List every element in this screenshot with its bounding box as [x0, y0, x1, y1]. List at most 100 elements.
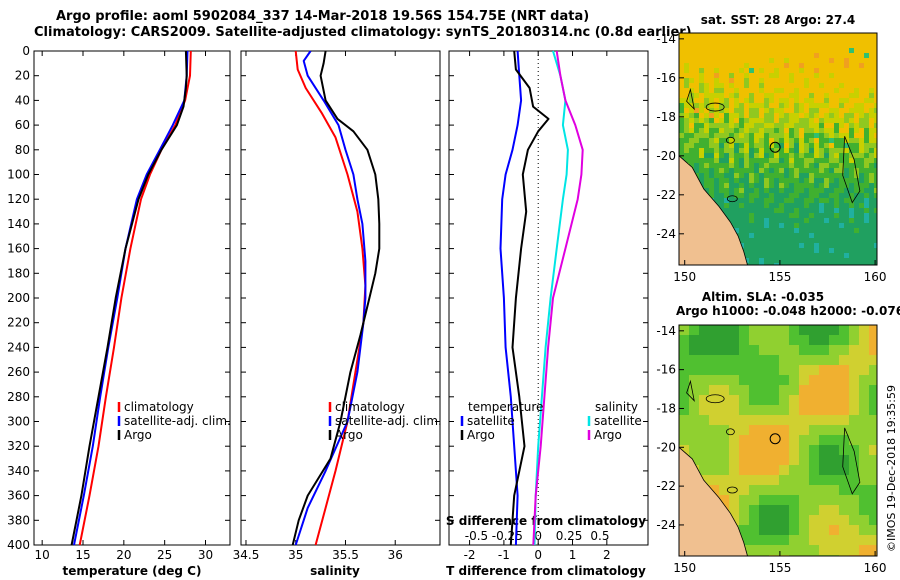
- map-cell: [739, 385, 749, 395]
- map-cell: [734, 213, 739, 218]
- map-cell: [754, 128, 759, 133]
- map-cell: [839, 113, 844, 118]
- map-cell: [709, 375, 719, 385]
- map-cell: [774, 48, 779, 53]
- map-cell: [829, 63, 834, 68]
- map-cell: [739, 365, 749, 375]
- map-cell: [849, 73, 854, 78]
- map-cell: [689, 158, 694, 163]
- map-cell: [754, 78, 759, 83]
- map-cell: [754, 253, 759, 258]
- salinity-series-climatology: [294, 50, 367, 546]
- map-cell: [744, 238, 749, 243]
- map-cell: [859, 263, 864, 265]
- map-cell: [794, 188, 799, 193]
- map-cell: [854, 63, 859, 68]
- map-cell: [829, 475, 839, 485]
- map-cell: [779, 38, 784, 43]
- map-cell: [844, 43, 849, 48]
- map-cell: [864, 203, 869, 208]
- map-cell: [754, 258, 759, 263]
- map-cell: [779, 213, 784, 218]
- map-cell: [839, 355, 849, 365]
- map-cell: [794, 218, 799, 223]
- map-cell: [799, 238, 804, 243]
- map-cell: [784, 138, 789, 143]
- map-cell: [759, 243, 764, 248]
- map-cell: [749, 33, 754, 38]
- map-cell: [789, 415, 799, 425]
- map-cell: [779, 218, 784, 223]
- map-cell: [779, 545, 789, 555]
- map-cell: [749, 178, 754, 183]
- map-cell: [849, 33, 854, 38]
- map-cell: [854, 153, 859, 158]
- map-cell: [734, 223, 739, 228]
- map-cell: [859, 435, 869, 445]
- map-cell: [809, 208, 814, 213]
- map-cell: [739, 88, 744, 93]
- map-cell: [844, 203, 849, 208]
- map-cell: [699, 113, 704, 118]
- map-cell: [784, 128, 789, 133]
- map-cell: [704, 118, 709, 123]
- map-cell: [714, 113, 719, 118]
- map-cell: [739, 325, 749, 335]
- map-cell: [804, 258, 809, 263]
- map-cell: [794, 143, 799, 148]
- map-cell: [809, 455, 819, 465]
- map-cell: [819, 78, 824, 83]
- map-cell: [814, 143, 819, 148]
- map-cell: [684, 128, 689, 133]
- map-cell: [749, 78, 754, 83]
- sdiff-xlabel: S difference from climatology: [446, 514, 646, 528]
- depth-tick-label: 220: [7, 316, 30, 330]
- map-cell: [839, 163, 844, 168]
- map-cell: [689, 435, 699, 445]
- map-cell: [789, 178, 794, 183]
- map-cell: [774, 148, 779, 153]
- map-cell: [784, 193, 789, 198]
- map-cell: [724, 103, 729, 108]
- map-cell: [784, 93, 789, 98]
- map-cell: [769, 258, 774, 263]
- map-cell: [789, 385, 799, 395]
- map-cell: [809, 395, 819, 405]
- map-cell: [809, 133, 814, 138]
- map-cell: [864, 68, 869, 73]
- map-cell: [729, 108, 734, 113]
- map-cell: [869, 415, 877, 425]
- map-cell: [689, 133, 694, 138]
- map-cell: [824, 38, 829, 43]
- map-cell: [684, 153, 689, 158]
- map-cell: [734, 103, 739, 108]
- map-cell: [844, 213, 849, 218]
- map-cell: [804, 228, 809, 233]
- depth-tick-label: 160: [7, 242, 30, 256]
- map-cell: [759, 88, 764, 93]
- map-cell: [689, 103, 694, 108]
- sdiff-tick-label: 0: [534, 529, 542, 543]
- map-cell: [839, 253, 844, 258]
- map-cell: [799, 93, 804, 98]
- map-cell: [809, 223, 814, 228]
- map-cell: [814, 38, 819, 43]
- map-cell: [874, 123, 877, 128]
- map-cell: [789, 113, 794, 118]
- map-cell: [819, 163, 824, 168]
- map-cell: [859, 198, 864, 203]
- map-cell: [854, 253, 859, 258]
- map-cell: [679, 123, 684, 128]
- map-cell: [839, 395, 849, 405]
- map-cell: [844, 68, 849, 73]
- map-cell: [754, 173, 759, 178]
- map-cell: [849, 258, 854, 263]
- map-cell: [824, 163, 829, 168]
- map-cell: [799, 183, 804, 188]
- map-cell: [689, 405, 699, 415]
- map-cell: [739, 515, 749, 525]
- map-cell: [834, 48, 839, 53]
- map-cell: [794, 138, 799, 143]
- map-cell: [774, 63, 779, 68]
- map-cell: [839, 183, 844, 188]
